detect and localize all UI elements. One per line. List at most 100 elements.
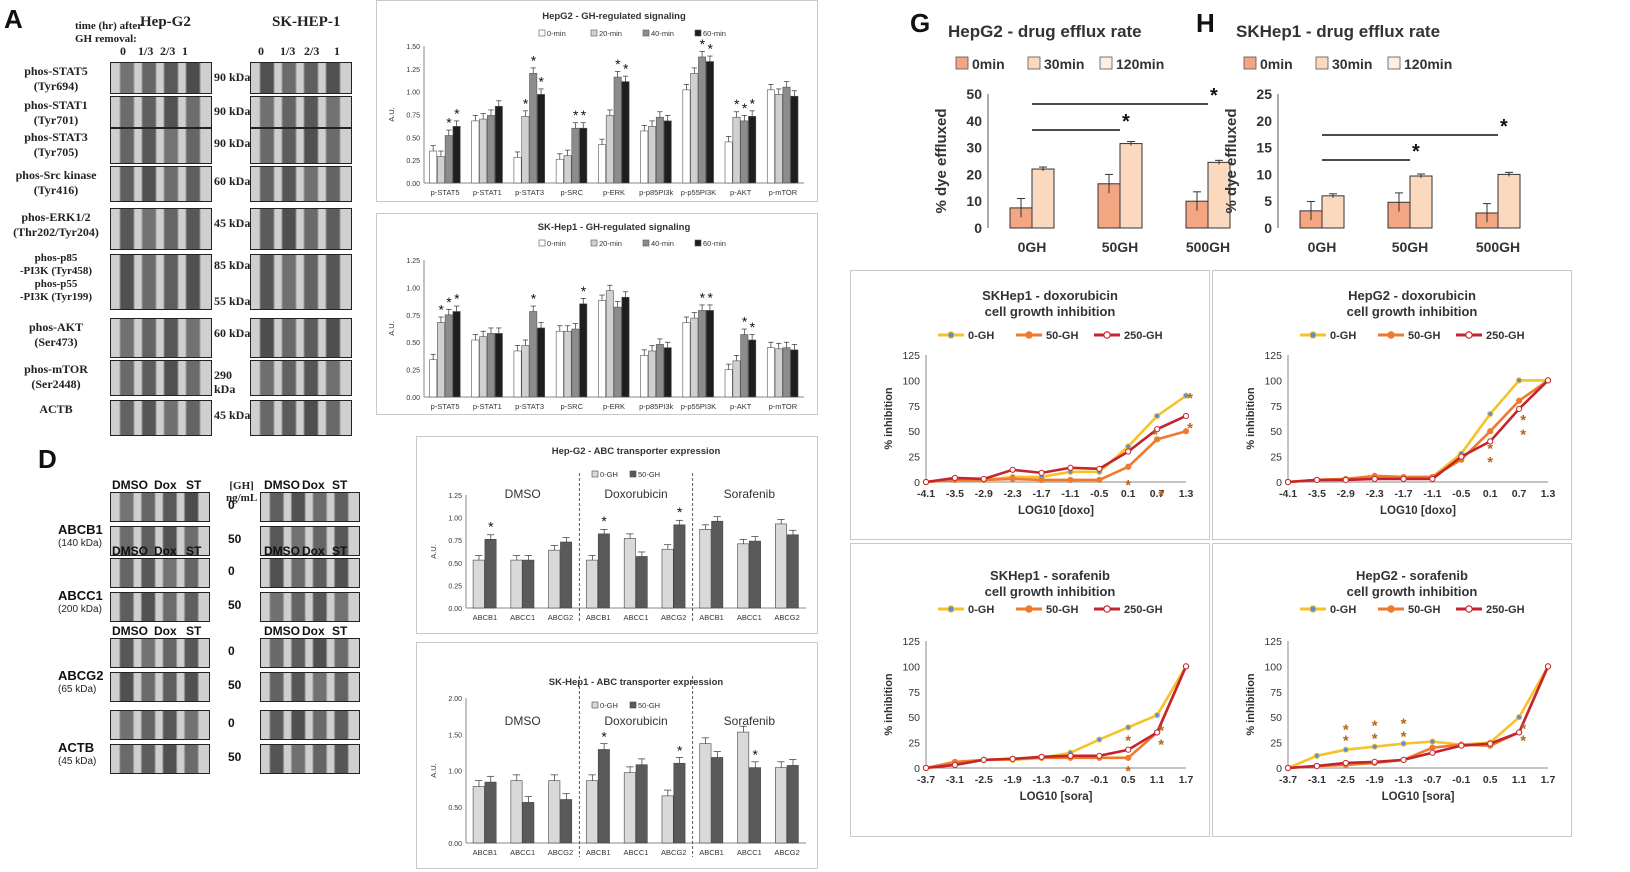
lane-label: Dox — [302, 544, 325, 558]
chart-title: SKHep1 - doxorubicin — [982, 288, 1118, 303]
significance-star: * — [615, 56, 621, 72]
legend-swatch — [629, 470, 637, 478]
legend-swatch — [538, 239, 546, 247]
x-tick-label: p-p55PI3K — [681, 402, 716, 411]
bar — [698, 56, 707, 184]
blot-hepg2 — [110, 400, 212, 436]
y-tick-label: 10 — [966, 193, 982, 209]
data-point — [1371, 758, 1378, 766]
y-tick-label: 30 — [966, 140, 982, 156]
x-axis-label: LOG10 [doxo] — [1380, 505, 1456, 517]
bar — [782, 86, 791, 184]
y-tick-label: 0 — [914, 763, 920, 775]
data-point — [1067, 464, 1074, 471]
x-tick-label: p-STAT3 — [515, 188, 544, 197]
bar — [555, 330, 564, 398]
panel-j-box — [1212, 270, 1572, 540]
x-tick-label: -4.1 — [917, 488, 935, 500]
protein-name: ACTB — [58, 740, 95, 755]
bar — [648, 126, 657, 184]
chart-title: cell growth inhibition — [985, 304, 1116, 319]
x-tick-label: ABCG2 — [661, 613, 686, 622]
data-point — [1125, 746, 1132, 753]
data-point — [1544, 377, 1552, 384]
treatment-group-label: Sorafenib — [724, 714, 776, 728]
y-axis-label: A.U. — [387, 321, 396, 336]
time-label: 1/3 — [280, 44, 296, 58]
significance-star: * — [1520, 426, 1526, 443]
significance-star: * — [539, 73, 545, 89]
bar — [522, 559, 535, 609]
significance-star: * — [1372, 731, 1378, 748]
bar — [640, 130, 649, 184]
x-tick-label: 500GH — [1186, 239, 1230, 255]
data-point — [1182, 663, 1190, 670]
blot-row-label: ACTB — [39, 402, 73, 416]
bar — [471, 120, 480, 184]
significance-star: * — [531, 52, 537, 68]
significance-star: * — [1158, 487, 1164, 504]
blot-hepg2 — [110, 166, 212, 202]
bar — [510, 780, 523, 844]
data-point — [951, 761, 958, 769]
data-point — [1429, 738, 1436, 745]
y-tick-label: 0.00 — [406, 395, 420, 402]
bar — [560, 541, 573, 609]
y-tick-label: 1.00 — [448, 516, 462, 523]
bar — [579, 127, 588, 184]
bar — [563, 330, 572, 398]
lane-label: DMSO — [112, 544, 148, 558]
significance-star: * — [623, 61, 629, 77]
bar — [640, 355, 649, 398]
x-tick-label: ABCB1 — [586, 848, 611, 857]
legend-label: 120min — [1404, 56, 1452, 72]
legend-swatch — [694, 29, 702, 37]
significance-star: * — [446, 294, 452, 310]
x-tick-label: -0.5 — [1452, 488, 1470, 500]
bar — [790, 95, 799, 184]
x-tick-label: ABCC1 — [737, 613, 762, 622]
x-tick-label: 0GH — [1308, 239, 1337, 255]
bar — [444, 135, 453, 184]
series-line — [925, 665, 1188, 770]
bar — [560, 799, 573, 844]
significance-star: * — [1487, 454, 1493, 471]
y-axis-label: A.U. — [387, 107, 396, 122]
x-tick-label: p-STAT5 — [431, 402, 460, 411]
significance-star: * — [677, 742, 683, 758]
x-tick-label: -3.1 — [1308, 774, 1326, 786]
x-tick-label: p-p85PI3k — [639, 188, 673, 197]
x-tick-label: p-STAT5 — [431, 188, 460, 197]
time-label: 0 — [258, 44, 264, 58]
legend-swatch — [1099, 56, 1113, 70]
x-tick-label: -1.9 — [1004, 774, 1022, 786]
bar — [705, 61, 714, 184]
data-point — [1038, 476, 1045, 484]
significance-star: * — [707, 289, 713, 305]
bar — [774, 94, 783, 184]
y-tick-label: 50 — [908, 426, 920, 438]
treatment-group-label: DMSO — [505, 714, 541, 728]
data-point — [1516, 714, 1523, 721]
bar — [537, 327, 545, 398]
significance-star: * — [1187, 420, 1193, 437]
bar — [698, 310, 707, 398]
significance-star: * — [1125, 763, 1131, 780]
data-point — [1096, 736, 1103, 743]
bar — [732, 360, 741, 398]
y-tick-label: 0.00 — [448, 606, 462, 613]
data-point — [1096, 752, 1103, 759]
legend-label: 30min — [1332, 56, 1372, 72]
legend-label: 0min — [972, 56, 1005, 72]
x-tick-label: 0.7 — [1150, 488, 1165, 500]
legend-label: 50-GH — [1408, 330, 1440, 342]
time-label: 2/3 — [304, 44, 320, 58]
x-tick-label: ABCB1 — [699, 848, 724, 857]
data-point — [1067, 476, 1074, 484]
y-tick-label: 75 — [908, 401, 920, 413]
y-tick-label: 40 — [966, 113, 982, 129]
time-label: 0 — [120, 44, 126, 58]
bar — [748, 116, 757, 184]
molecular-weight-label: 90 kDa — [214, 70, 251, 84]
